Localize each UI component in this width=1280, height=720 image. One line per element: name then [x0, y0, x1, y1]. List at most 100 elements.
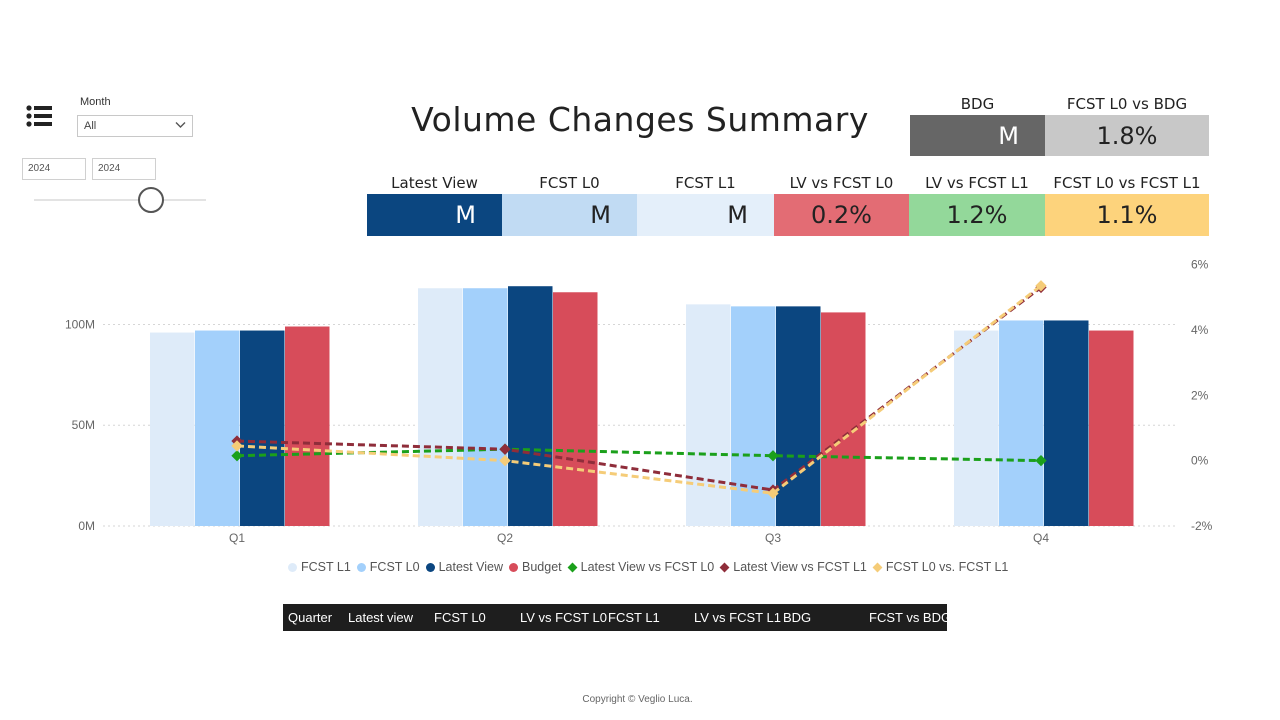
- kpi-fcst-l0-vs-bdg-value: 1.8%: [1096, 121, 1158, 150]
- kpi-bdg-value: M: [998, 121, 1019, 150]
- kpi-fcst-l0-vs-fcst-l1-value: 1.1%: [1096, 201, 1158, 229]
- point-fcst-l0-vs-fcst-l1: [1035, 280, 1047, 292]
- kpi-fcst-l1-label: FCST L1: [675, 174, 736, 192]
- y-left-tick-label: 0M: [78, 519, 95, 533]
- legend-marker: [288, 562, 297, 572]
- bar-fcst-l0: [999, 320, 1044, 526]
- legend-marker: [567, 562, 578, 572]
- y-right-tick-label: 0%: [1191, 454, 1209, 468]
- page-title: Volume Changes Summary: [411, 100, 869, 139]
- x-tick-label: Q1: [229, 531, 245, 545]
- volume-chart[interactable]: 0M 50M 100M -2% 0% 2% 4% 6% Q1 Q2 Q3 Q4: [0, 250, 1280, 550]
- month-dropdown-value: All: [84, 120, 97, 132]
- legend-marker: [356, 562, 366, 572]
- col-fcst-l1[interactable]: FCST L1: [608, 610, 660, 625]
- month-filter-label: Month: [80, 96, 111, 108]
- bar-budget: [285, 326, 330, 526]
- col-lv-vs-fcst-l1[interactable]: LV vs FCST L1: [694, 610, 781, 625]
- kpi-lv-vs-fcst-l1-card: 1.2%: [909, 194, 1045, 236]
- y-right-tick-label: 6%: [1191, 258, 1209, 272]
- bar-latest-view: [1044, 320, 1089, 526]
- col-lv-vs-fcst-l0[interactable]: LV vs FCST L0: [520, 610, 607, 625]
- kpi-latest-view-label: Latest View: [391, 174, 478, 192]
- legend-item-fcst-l0[interactable]: FCST L0: [356, 560, 420, 574]
- kpi-fcst-l0-value: M: [590, 201, 611, 229]
- kpi-lv-vs-fcst-l0-card: 0.2%: [774, 194, 909, 236]
- legend-marker: [719, 562, 730, 572]
- y-left-tick-label: 50M: [72, 418, 95, 432]
- legend-marker: [425, 562, 435, 572]
- bar-budget: [1089, 330, 1134, 526]
- legend-label: FCST L0 vs. FCST L1: [885, 560, 1009, 574]
- legend-item-budget[interactable]: Budget: [509, 560, 562, 574]
- bar-fcst-l1: [686, 304, 731, 526]
- x-tick-label: Q4: [1033, 531, 1049, 545]
- legend-label: FCST L1: [301, 560, 351, 574]
- kpi-lv-vs-fcst-l0-value: 0.2%: [811, 201, 872, 229]
- col-bdg[interactable]: BDG: [783, 610, 812, 625]
- bar-fcst-l1: [418, 288, 463, 526]
- kpi-bdg-label: BDG: [960, 95, 995, 113]
- y-right-tick-label: -2%: [1191, 519, 1213, 533]
- legend-label: Latest View vs FCST L1: [733, 560, 867, 574]
- y-right-tick-label: 2%: [1191, 388, 1209, 402]
- chevron-down-icon: [175, 122, 186, 128]
- kpi-latest-view-value: M: [455, 201, 476, 229]
- menu-icon[interactable]: [26, 104, 54, 130]
- bar-budget: [821, 312, 866, 526]
- legend-item-fcst-l1[interactable]: FCST L1: [288, 560, 351, 574]
- legend-label: Latest View vs FCST L0: [580, 560, 715, 574]
- x-tick-label: Q2: [497, 531, 513, 545]
- legend-label: Latest View: [438, 560, 503, 574]
- col-fcst-vs-bdg[interactable]: FCST vs BDG: [869, 610, 952, 625]
- month-dropdown[interactable]: All: [77, 115, 193, 137]
- year-slider-track[interactable]: [34, 199, 206, 201]
- kpi-lv-vs-fcst-l1-label: LV vs FCST L1: [925, 174, 1029, 192]
- kpi-bdg-card: M: [910, 115, 1045, 156]
- copyright-footer: Copyright © Veglio Luca.: [582, 694, 693, 705]
- point-fcst-l0-vs-fcst-l1: [231, 440, 243, 452]
- legend-item-latest-view[interactable]: Latest View: [425, 560, 503, 574]
- line-latest-view-vs-fcst-l0: [236, 447, 1042, 463]
- year-slider-thumb[interactable]: [138, 187, 164, 213]
- legend-item-fcst-l0-vs-fcst-l1[interactable]: FCST L0 vs. FCST L1: [872, 560, 1009, 574]
- year-start-input[interactable]: 2024: [22, 158, 86, 180]
- y-right-tick-label: 4%: [1191, 323, 1209, 337]
- bar-latest-view: [776, 306, 821, 526]
- col-latest-view[interactable]: Latest view: [348, 610, 414, 625]
- kpi-fcst-l0-vs-bdg-label: FCST L0 vs BDG: [1066, 95, 1188, 113]
- point-fcst-l0-vs-fcst-l1: [767, 487, 779, 499]
- kpi-lv-vs-fcst-l1-value: 1.2%: [946, 201, 1008, 229]
- kpi-fcst-l1-card: M: [637, 194, 774, 236]
- bar-fcst-l1: [150, 332, 195, 526]
- legend-marker: [872, 562, 883, 572]
- bar-budget: [553, 292, 598, 526]
- legend-item-latest-view-vs-fcst-l1[interactable]: Latest View vs FCST L1: [719, 560, 867, 574]
- kpi-lv-vs-fcst-l0-label: LV vs FCST L0: [789, 174, 894, 192]
- col-fcst-l0[interactable]: FCST L0: [434, 610, 486, 625]
- point-latest-view-vs-fcst-l0: [1035, 454, 1047, 467]
- point-latest-view-vs-fcst-l0: [767, 450, 779, 462]
- table-header: Quarter Latest view FCST L0 LV vs FCST L…: [283, 604, 951, 631]
- point-latest-view-vs-fcst-l0: [231, 450, 243, 462]
- legend-item-latest-view-vs-fcst-l0[interactable]: Latest View vs FCST L0: [567, 560, 715, 574]
- point-fcst-l0-vs-fcst-l1: [499, 454, 511, 467]
- year-end-input[interactable]: 2024: [92, 158, 156, 180]
- kpi-fcst-l0-card: M: [502, 194, 637, 236]
- kpi-fcst-l0-vs-bdg-card: 1.8%: [1045, 115, 1209, 156]
- kpi-latest-view-card: M: [367, 194, 502, 236]
- y-left-tick-label: 100M: [65, 317, 95, 331]
- kpi-fcst-l0-vs-fcst-l1-card: 1.1%: [1045, 194, 1209, 236]
- legend-marker: [509, 562, 518, 572]
- bar-latest-view: [240, 330, 285, 526]
- kpi-fcst-l0-label: FCST L0: [539, 174, 600, 192]
- bar-fcst-l0: [463, 288, 508, 526]
- x-tick-label: Q3: [765, 531, 781, 545]
- bar-latest-view: [508, 286, 553, 526]
- line-fcst-l0-vs-fcst-l1: [236, 284, 1042, 495]
- legend-label: FCST L0: [369, 560, 420, 574]
- kpi-fcst-l0-vs-fcst-l1-label: FCST L0 vs FCST L1: [1053, 174, 1201, 192]
- chart-legend: FCST L1 FCST L0 Latest View Budget Latest Vi…: [288, 558, 1014, 576]
- legend-label: Budget: [522, 560, 562, 574]
- col-quarter[interactable]: Quarter: [288, 610, 333, 625]
